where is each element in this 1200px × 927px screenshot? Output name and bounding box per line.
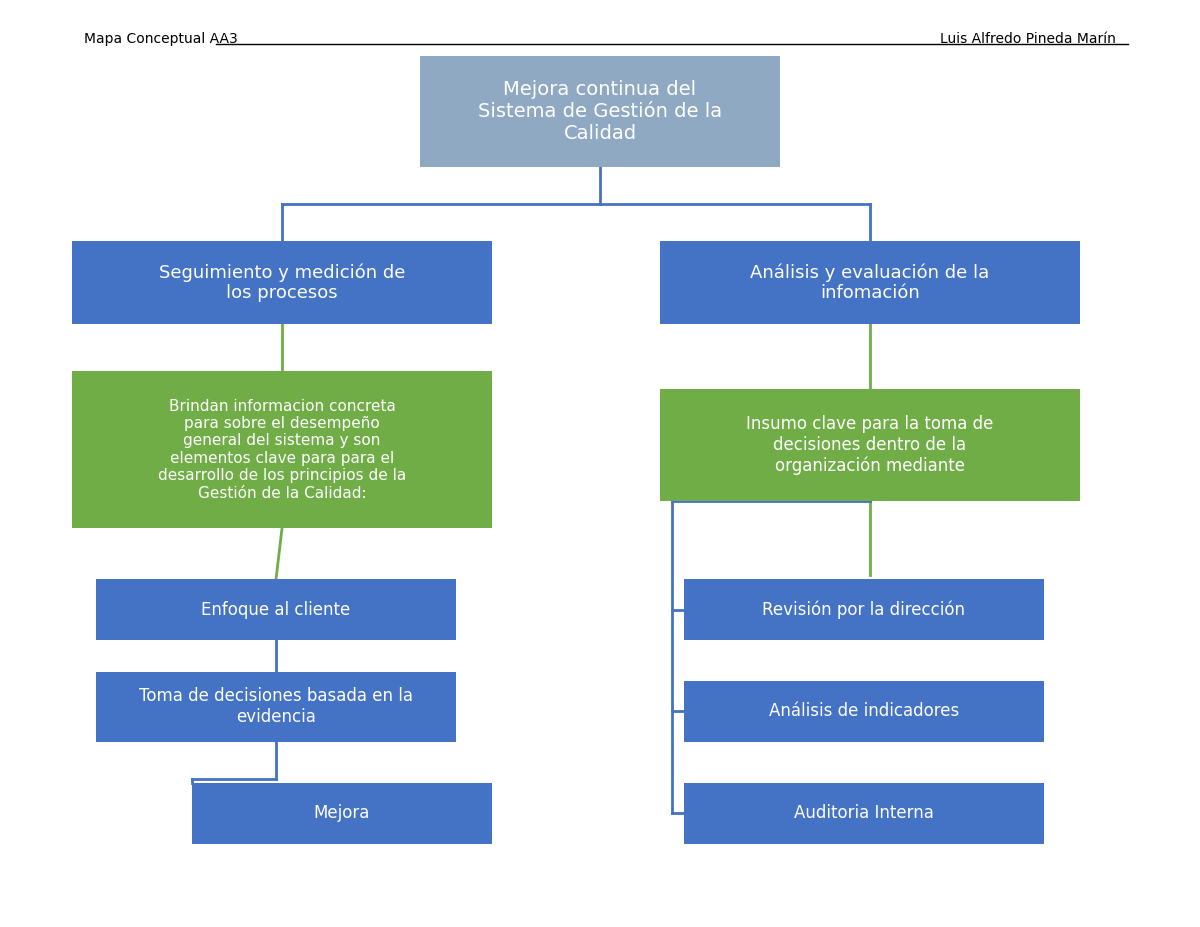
FancyBboxPatch shape: [192, 783, 492, 844]
Text: Enfoque al cliente: Enfoque al cliente: [202, 601, 350, 618]
FancyBboxPatch shape: [684, 681, 1044, 742]
FancyBboxPatch shape: [72, 371, 492, 528]
FancyBboxPatch shape: [420, 56, 780, 167]
Text: Mejora continua del
Sistema de Gestión de la
Calidad: Mejora continua del Sistema de Gestión d…: [478, 80, 722, 143]
Text: Mapa Conceptual AA3: Mapa Conceptual AA3: [84, 32, 238, 46]
FancyBboxPatch shape: [72, 241, 492, 324]
Text: Revisión por la dirección: Revisión por la dirección: [762, 601, 966, 618]
Text: Mejora: Mejora: [314, 805, 370, 822]
Text: Seguimiento y medición de
los procesos: Seguimiento y medición de los procesos: [158, 263, 406, 302]
FancyBboxPatch shape: [96, 672, 456, 742]
Text: Auditoria Interna: Auditoria Interna: [794, 805, 934, 822]
FancyBboxPatch shape: [660, 389, 1080, 501]
FancyBboxPatch shape: [684, 579, 1044, 640]
Text: Análisis de indicadores: Análisis de indicadores: [769, 703, 959, 720]
Text: Análisis y evaluación de la
infomación: Análisis y evaluación de la infomación: [750, 263, 990, 302]
Text: Brindan informacion concreta
para sobre el desempeño
general del sistema y son
e: Brindan informacion concreta para sobre …: [158, 399, 406, 501]
FancyBboxPatch shape: [660, 241, 1080, 324]
Text: Toma de decisiones basada en la
evidencia: Toma de decisiones basada en la evidenci…: [139, 688, 413, 726]
FancyBboxPatch shape: [96, 579, 456, 640]
Text: Insumo clave para la toma de
decisiones dentro de la
organización mediante: Insumo clave para la toma de decisiones …: [746, 415, 994, 475]
FancyBboxPatch shape: [684, 783, 1044, 844]
Text: Luis Alfredo Pineda Marín: Luis Alfredo Pineda Marín: [940, 32, 1116, 46]
